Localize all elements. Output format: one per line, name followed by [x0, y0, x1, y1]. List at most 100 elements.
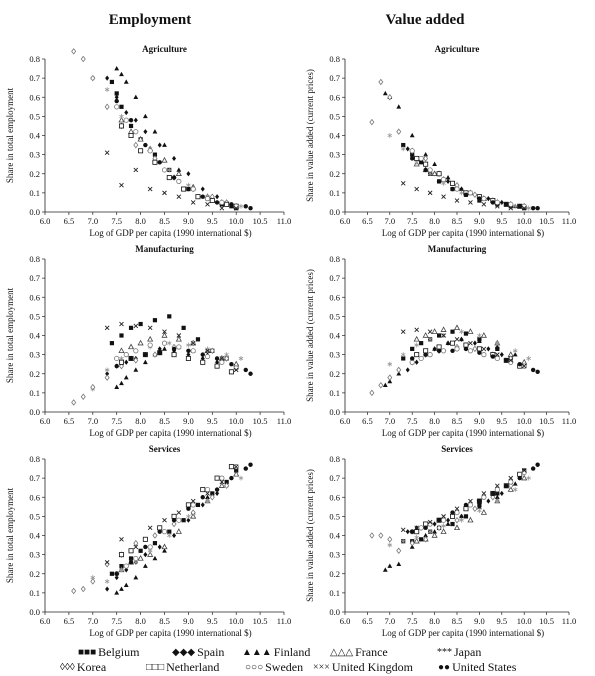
data-point-france [521, 358, 528, 365]
data-point-sweden [204, 486, 211, 493]
data-point-finland [387, 563, 393, 568]
data-point-finland [423, 152, 429, 157]
data-point-united-kingdom [147, 325, 153, 331]
y-tick-label: 0.1 [329, 188, 340, 198]
data-point-france [422, 332, 429, 338]
data-point-sweden [147, 342, 153, 348]
panel-title-value-added-manufacturing: Manufacturing [428, 244, 487, 254]
data-point-netherland [450, 340, 456, 346]
data-point-belgium [181, 518, 186, 523]
data-point-united-states [143, 142, 148, 148]
data-point-united-states [128, 118, 134, 123]
data-point-united-kingdom [147, 186, 153, 192]
data-point-sweden [114, 355, 120, 362]
data-point-korea [423, 155, 429, 162]
data-point-sweden [467, 190, 474, 196]
data-point-finland [396, 561, 402, 566]
legend-label-belgium: Belgium [98, 645, 140, 659]
data-point-united-kingdom [414, 186, 419, 192]
data-point-finland [445, 521, 451, 526]
data-point-sweden [123, 563, 129, 569]
data-point-united-kingdom [454, 198, 460, 203]
data-point-korea [369, 389, 375, 397]
data-point-belgium [119, 564, 124, 569]
data-point-netherland [128, 548, 134, 554]
x-tick-label: 9.0 [183, 616, 194, 626]
legend-item-sweden: ○○○ Sweden [245, 660, 303, 675]
data-point-united-states [114, 98, 119, 104]
data-point-netherland [414, 352, 420, 358]
data-point-japan [186, 182, 191, 188]
data-point-united-states [229, 361, 234, 367]
x-tick-label: 11.0 [277, 216, 292, 226]
data-point-united-states [143, 544, 148, 550]
data-point-sweden [123, 352, 129, 358]
data-point-united-states [530, 205, 536, 211]
data-point-belgium [128, 325, 134, 330]
y-tick-label: 0.4 [329, 131, 340, 141]
x-tick-label: 8.0 [429, 616, 440, 626]
data-point-korea [133, 357, 139, 364]
data-point-united-states [114, 363, 119, 369]
y-tick-label: 0.3 [29, 550, 40, 560]
legend-item-korea: ◊◊◊ Korea [60, 660, 106, 675]
x-tick-label: 6.5 [362, 416, 373, 426]
data-point-united-kingdom [441, 514, 446, 519]
data-point-netherland [185, 355, 191, 361]
data-point-japan [400, 538, 406, 544]
data-point-united-states [530, 367, 536, 373]
data-point-united-kingdom [427, 190, 433, 196]
data-point-korea [71, 48, 77, 55]
y-tick-label: 0.2 [329, 169, 340, 179]
y-tick-label: 0.5 [329, 311, 340, 321]
y-tick-label: 0.1 [29, 188, 40, 198]
x-tick-label: 6.0 [340, 216, 351, 226]
data-point-france [161, 156, 168, 163]
data-point-korea [80, 585, 86, 593]
data-point-korea [409, 539, 415, 547]
data-point-france [218, 482, 225, 488]
data-point-france [453, 324, 461, 331]
employment-column-title: Employment [108, 12, 192, 28]
data-point-united-kingdom [104, 325, 110, 331]
data-point-united-kingdom [190, 200, 196, 205]
chart-employment-manufacturing: Manufacturing 0.0 0.1 0.2 0.3 0.4 0.5 0.6 0.7 0.8… [5, 244, 291, 438]
series-sweden [114, 464, 239, 577]
y-tick-label: 0.2 [329, 369, 340, 379]
data-point-netherland [138, 148, 144, 154]
data-point-france [175, 335, 182, 342]
data-point-united-states [248, 462, 253, 467]
data-point-belgium [195, 337, 201, 342]
data-point-sweden [409, 359, 415, 365]
x-tick-label: 9.5 [496, 216, 507, 226]
data-point-spain [405, 146, 410, 152]
x-tick-label: 8.0 [135, 616, 146, 626]
series-united-kingdom [104, 321, 239, 373]
y-tick-label: 0.1 [29, 388, 40, 398]
y-axis-label: Share in value added (current prices) [305, 269, 315, 402]
data-point-united-states [535, 205, 540, 211]
data-point-united-states [200, 352, 205, 357]
data-point-japan [495, 340, 500, 346]
data-point-japan [238, 356, 244, 361]
data-point-sweden [123, 117, 129, 123]
legend-label-spain: Spain [197, 645, 225, 659]
legend-row-2: ◊◊◊ Korea □□□ Netherland ○○○ Sweden ××× Unit… [0, 660, 595, 676]
data-point-united-kingdom [104, 559, 110, 565]
y-tick-label: 0.6 [329, 492, 340, 502]
data-point-belgium [128, 123, 134, 129]
y-tick-label: 0.5 [29, 311, 40, 321]
data-point-korea [171, 520, 177, 528]
data-point-finland [142, 359, 148, 365]
data-point-belgium [463, 331, 469, 336]
series-japan [387, 329, 531, 367]
data-point-united-kingdom [508, 358, 514, 363]
data-point-finland [133, 574, 139, 580]
data-point-spain [499, 199, 504, 206]
data-point-korea [71, 399, 77, 406]
data-point-finland [494, 494, 500, 500]
legend-item-netherland: □□□ Netherland [146, 660, 219, 675]
y-tick-label: 0.6 [29, 92, 40, 102]
x-tick-label: 9.0 [474, 216, 485, 226]
data-point-japan [186, 513, 191, 519]
